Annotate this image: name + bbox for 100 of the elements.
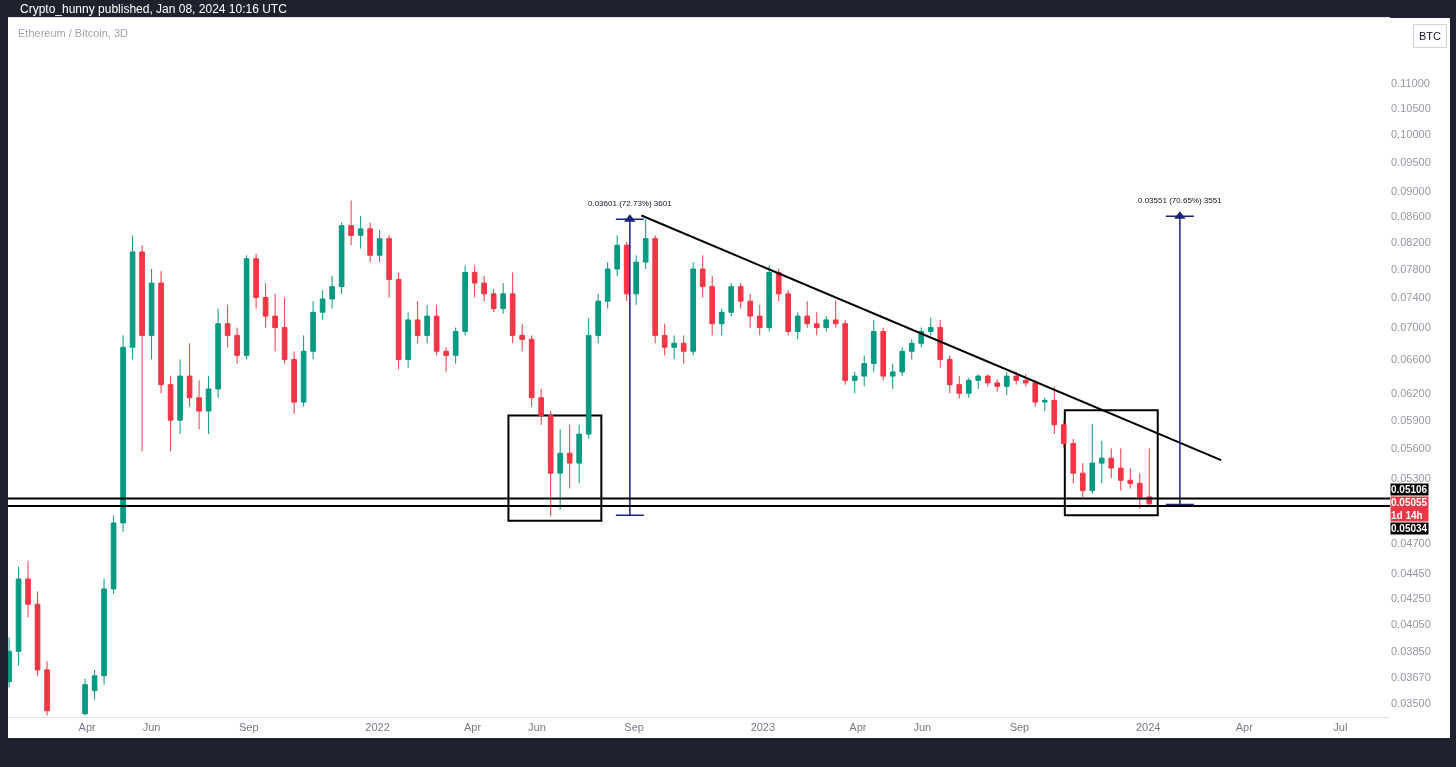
x-tick-label: Sep <box>238 721 259 734</box>
candlestick <box>1032 379 1039 408</box>
candlestick <box>994 379 1001 393</box>
candlestick <box>405 311 411 369</box>
candlestick <box>167 375 174 452</box>
candlestick <box>148 268 155 360</box>
candlestick <box>205 375 212 435</box>
candlestick <box>1127 467 1134 490</box>
x-tick-label: Jul <box>1333 721 1348 734</box>
chart-subtitle: Crypto_hunny published, Jan 08, 2024 10:16 UTC <box>20 2 288 16</box>
candlestick <box>272 293 278 352</box>
candlestick <box>642 218 649 270</box>
candlestick <box>1022 373 1029 387</box>
y-tick-label: 0.03850 <box>1391 645 1431 658</box>
candlestick <box>870 319 877 373</box>
candlestick <box>585 317 592 440</box>
y-tick-label: 0.05600 <box>1391 442 1431 455</box>
candlestick <box>329 275 335 310</box>
x-tick-label: 2022 <box>365 721 390 734</box>
candlestick <box>376 229 383 263</box>
y-tick-label: 0.09000 <box>1391 185 1431 198</box>
text: 0.05055 1d 14h <box>1391 497 1428 521</box>
annotation: 0.03601 (72.73%) 3601 <box>588 199 673 208</box>
candlestick <box>139 244 145 452</box>
candlestick <box>471 265 478 298</box>
candlestick <box>775 268 782 302</box>
candlestick <box>528 334 535 408</box>
candlestick <box>348 200 354 246</box>
x-tick-label: Jun <box>528 721 546 734</box>
text: BTC <box>1419 30 1442 42</box>
candlestick <box>490 288 497 313</box>
candlestick <box>566 424 573 490</box>
candlestick <box>927 317 934 336</box>
candlestick <box>101 578 107 686</box>
candlestick <box>832 299 839 329</box>
candlestick <box>680 334 687 365</box>
candlestick <box>243 254 250 360</box>
candlestick <box>319 289 326 321</box>
candlestick <box>880 327 887 381</box>
x-tick-label: Apr <box>1235 721 1254 734</box>
y-tick-label: 0.07800 <box>1391 262 1431 275</box>
candlestick <box>91 669 98 701</box>
candlestick <box>728 282 735 317</box>
x-tick-label: 2024 <box>1135 721 1161 734</box>
candlestick <box>443 346 449 373</box>
candlestick <box>234 327 240 365</box>
candlestick <box>15 566 22 667</box>
candlestick <box>984 373 991 387</box>
candlestick <box>500 282 506 315</box>
y-tick-label: 0.04050 <box>1391 617 1431 630</box>
candlestick <box>196 379 202 430</box>
candlestick <box>357 215 364 250</box>
candlestick <box>965 377 972 399</box>
candlestick <box>690 261 697 356</box>
candlestick <box>1060 419 1067 449</box>
candlestick <box>576 424 582 484</box>
candlestick <box>481 275 487 302</box>
candlestick <box>766 265 773 332</box>
candlestick <box>395 271 402 370</box>
candlestick <box>946 354 953 394</box>
candlestick <box>1098 440 1105 484</box>
y-tick-label: 0.06200 <box>1391 387 1431 400</box>
candlestick <box>661 323 668 356</box>
y-tick-label: 0.10500 <box>1391 101 1431 114</box>
candlestick <box>756 304 763 336</box>
x-tick-label: Apr <box>463 721 482 734</box>
x-tick-label: Jun <box>142 721 161 734</box>
x-tick-label: Sep <box>624 721 644 734</box>
candlestick <box>1003 371 1010 396</box>
candlestick <box>737 282 744 310</box>
candlestick <box>291 350 297 415</box>
y-tick-label: 0.07000 <box>1391 321 1431 334</box>
y-tick-label: 0.03670 <box>1391 671 1431 684</box>
candlestick <box>851 371 858 394</box>
candlestick <box>424 304 430 344</box>
candlestick <box>671 334 678 360</box>
candlestick <box>44 660 50 716</box>
x-tick-label: Apr <box>849 721 867 734</box>
candlestick <box>386 234 392 298</box>
candlestick <box>614 234 621 277</box>
candlestick <box>813 311 820 336</box>
candlestick <box>1136 472 1143 510</box>
candlestick <box>367 221 373 263</box>
candlestick <box>785 289 792 336</box>
candlestick <box>433 304 440 356</box>
x-tick-label: Sep <box>1009 721 1030 734</box>
y-tick-label: 0.04700 <box>1391 537 1431 550</box>
candlestick <box>842 319 849 386</box>
candlestick <box>899 346 906 377</box>
candlestick <box>452 327 459 365</box>
y-tick-label: 0.09500 <box>1391 156 1431 169</box>
y-tick-label: 0.08600 <box>1391 209 1431 222</box>
candlestick <box>794 311 801 340</box>
text: Ethereum / Bitcoin, 3D <box>18 26 129 39</box>
candlestick <box>224 304 231 348</box>
annotation: 0.03551 (70.65%) 3551 <box>1138 196 1223 205</box>
x-tick-label: Jun <box>913 721 932 734</box>
candlestick <box>709 275 716 336</box>
y-tick-label: 0.05300 <box>1391 472 1431 485</box>
candlestick <box>1117 447 1124 492</box>
